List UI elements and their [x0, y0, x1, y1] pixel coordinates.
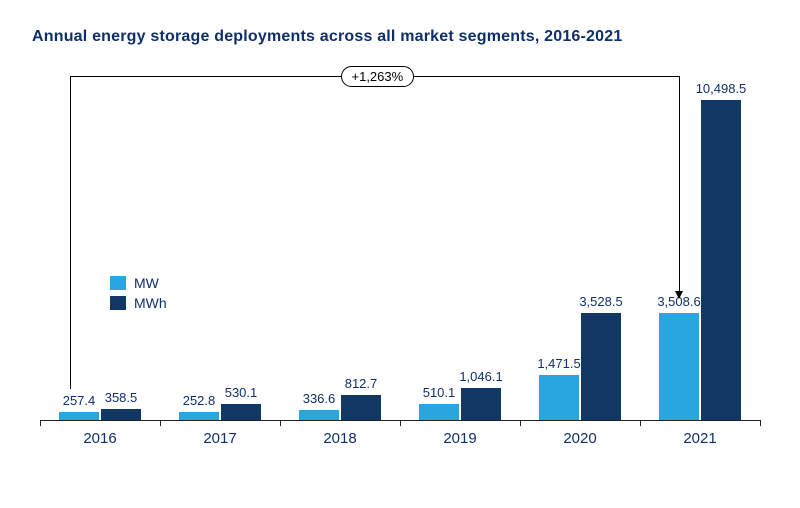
bar-mwh-2018	[341, 395, 381, 420]
chart-container: 257.4358.5252.8530.1336.6812.7510.11,046…	[40, 70, 760, 460]
legend-label: MWh	[134, 295, 167, 311]
callout-badge: +1,263%	[341, 66, 415, 87]
bar-label: 10,498.5	[681, 81, 761, 96]
bar-mw-2017	[179, 412, 219, 420]
bar-label: 3,528.5	[561, 294, 641, 309]
bar-mwh-2020	[581, 313, 621, 420]
bar-label: 358.5	[81, 390, 161, 405]
callout-line	[679, 76, 680, 293]
legend: MW MWh	[110, 275, 167, 315]
bar-label: 530.1	[201, 385, 281, 400]
x-label: 2018	[280, 430, 400, 460]
legend-swatch	[110, 276, 126, 290]
bar-mwh-2019	[461, 388, 501, 420]
callout-line	[70, 76, 71, 389]
bar-mw-2021	[659, 313, 699, 420]
x-label: 2020	[520, 430, 640, 460]
bar-mw-2019	[419, 404, 459, 420]
callout-arrow-icon	[675, 291, 683, 299]
bar-label: 812.7	[321, 376, 401, 391]
plot-area: 257.4358.5252.8530.1336.6812.7510.11,046…	[40, 70, 760, 421]
legend-item: MW	[110, 275, 167, 291]
bar-mw-2016	[59, 412, 99, 420]
bar-mwh-2017	[221, 404, 261, 420]
bar-mw-2018	[299, 410, 339, 420]
bar-mw-2020	[539, 375, 579, 420]
x-label: 2019	[400, 430, 520, 460]
legend-label: MW	[134, 275, 159, 291]
chart-title: Annual energy storage deployments across…	[32, 28, 622, 46]
x-label: 2017	[160, 430, 280, 460]
x-label: 2016	[40, 430, 160, 460]
bar-mwh-2021	[701, 100, 741, 420]
x-axis-labels: 201620172018201920202021	[40, 430, 760, 460]
x-label: 2021	[640, 430, 760, 460]
bar-label: 1,046.1	[441, 369, 521, 384]
legend-item: MWh	[110, 295, 167, 311]
bar-mwh-2016	[101, 409, 141, 420]
legend-swatch	[110, 296, 126, 310]
